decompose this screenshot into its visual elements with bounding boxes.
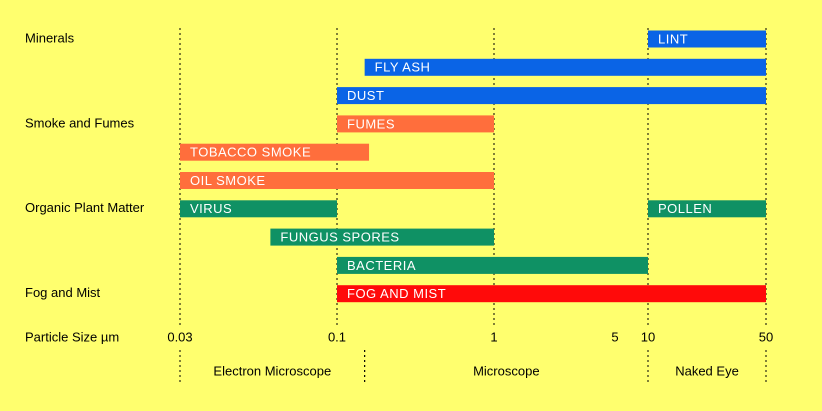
bar-label: DUST <box>347 88 384 103</box>
region-label: Electron Microscope <box>213 363 331 378</box>
x-tick-label: 0.03 <box>167 329 192 344</box>
bar <box>270 228 494 246</box>
bar <box>337 256 648 274</box>
x-tick-label: 10 <box>641 329 655 344</box>
bar <box>648 30 766 48</box>
bar-label: OIL SMOKE <box>190 173 266 188</box>
bar <box>337 285 766 303</box>
bar <box>180 200 337 218</box>
bar-label: FOG AND MIST <box>347 286 446 301</box>
bar <box>364 58 766 76</box>
bar-label: LINT <box>658 31 688 46</box>
x-axis-label: Particle Size µm <box>25 329 119 344</box>
x-tick-label: 5 <box>611 329 618 344</box>
region-label: Microscope <box>473 363 539 378</box>
x-tick-label: 50 <box>759 329 773 344</box>
bar <box>180 143 370 161</box>
region-label: Naked Eye <box>675 363 739 378</box>
x-tick-label: 0.1 <box>328 329 346 344</box>
bar <box>337 115 494 133</box>
bar-label: POLLEN <box>658 201 712 216</box>
bar-label: BACTERIA <box>347 258 416 273</box>
bar-label: FUMES <box>347 116 395 131</box>
group-label: Smoke and Fumes <box>25 115 135 130</box>
group-label: Organic Plant Matter <box>25 200 145 215</box>
bar-label: TOBACCO SMOKE <box>190 145 311 160</box>
group-label: Fog and Mist <box>25 285 101 300</box>
bar <box>180 172 494 189</box>
group-label: Minerals <box>25 30 75 45</box>
bar <box>337 87 766 105</box>
bar-label: FUNGUS SPORES <box>280 230 399 245</box>
bar <box>648 200 766 218</box>
bar-label: VIRUS <box>190 201 232 216</box>
x-tick-label: 1 <box>490 329 497 344</box>
bar-label: FLY ASH <box>375 60 431 75</box>
